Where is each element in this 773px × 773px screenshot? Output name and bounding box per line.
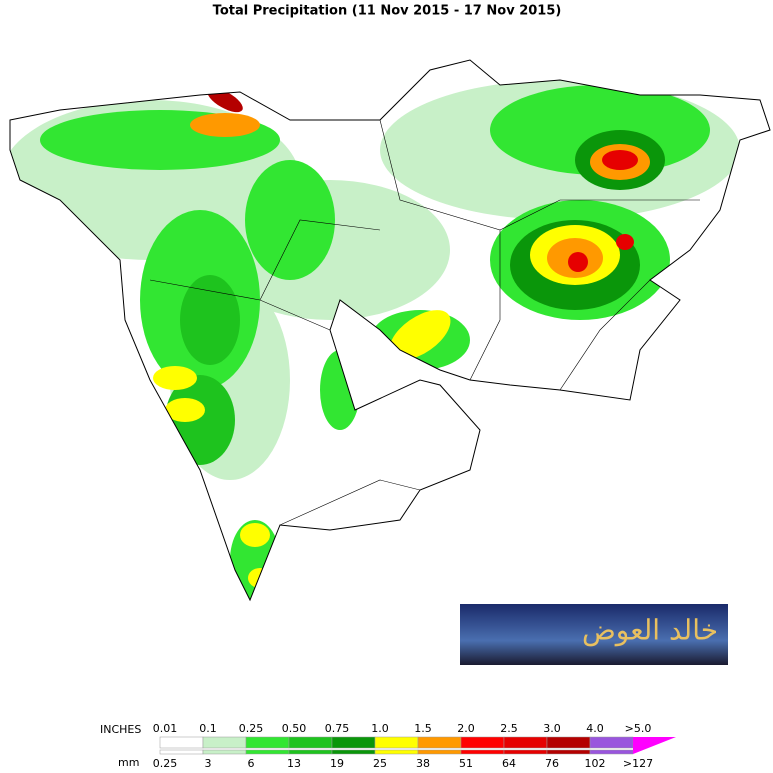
- legend-mm-value: 6: [248, 757, 255, 770]
- legend-inches-value: 3.0: [543, 722, 561, 735]
- legend-swatch: [245, 736, 290, 749]
- legend-swatch: [417, 736, 462, 749]
- legend-inches-value: 1.0: [371, 722, 389, 735]
- legend-swatch-lower: [417, 749, 462, 755]
- borders: [149, 119, 700, 526]
- logo: خالد العوض: [460, 604, 728, 665]
- logo-text: خالد العوض: [582, 614, 718, 647]
- map: [9, 59, 771, 602]
- title: Total Precipitation (11 Nov 2015 - 17 No…: [213, 4, 562, 19]
- legend-mm-value: 76: [545, 757, 559, 770]
- legend-swatch: [633, 737, 676, 754]
- legend-swatch-lower: [245, 749, 290, 755]
- legend-mm-value: 19: [330, 757, 344, 770]
- legend-swatch: [460, 736, 505, 749]
- logo-background: [460, 604, 728, 665]
- legend-mm-value: 0.25: [153, 757, 178, 770]
- legend-inches-value: 0.01: [153, 722, 178, 735]
- legend-mm-value: 25: [373, 757, 387, 770]
- legend-mm-value: 51: [459, 757, 473, 770]
- legend-swatch: [546, 736, 591, 749]
- legend-mm-value: 38: [416, 757, 430, 770]
- legend-inches-value: 0.25: [239, 722, 264, 735]
- legend-swatch-lower: [331, 749, 376, 755]
- legend-swatch-lower: [503, 749, 548, 755]
- legend-inches-value: 2.5: [500, 722, 518, 735]
- legend-swatch-lower: [159, 749, 204, 755]
- legend-mm-value: 102: [585, 757, 606, 770]
- legend-swatch-lower: [202, 749, 247, 755]
- legend-inches-label: INCHES: [100, 723, 141, 736]
- legend-swatch: [589, 736, 634, 749]
- legend-inches-value: 0.1: [199, 722, 217, 735]
- legend-inches-value: 4.0: [586, 722, 604, 735]
- legend-inches-value: 0.75: [325, 722, 350, 735]
- legend-swatch-lower: [589, 749, 634, 755]
- legend-inches-value: 0.50: [282, 722, 307, 735]
- legend-swatch-lower: [460, 749, 505, 755]
- legend-swatch: [159, 736, 204, 749]
- legend-swatch: [503, 736, 548, 749]
- legend-swatch: [202, 736, 247, 749]
- legend-mm-value: 3: [205, 757, 212, 770]
- precipitation: [10, 80, 740, 600]
- legend-swatch-lower: [288, 749, 333, 755]
- legend-swatch: [374, 736, 419, 749]
- legend-swatch: [331, 736, 376, 749]
- legend-mm-value: 64: [502, 757, 516, 770]
- legend-inches-value: 2.0: [457, 722, 475, 735]
- coastline: [9, 59, 771, 602]
- legend-swatch-lower: [546, 749, 591, 755]
- legend-inches-value: >5.0: [625, 722, 652, 735]
- legend-mm-value: >127: [623, 757, 653, 770]
- legend-mm-label: mm: [118, 756, 139, 769]
- legend-swatch: [288, 736, 333, 749]
- legend-inches-value: 1.5: [414, 722, 432, 735]
- legend: INCHES mm 0.01 0.1 0.25 0.50 0.75 1.0 1.5 2.0 2.…: [100, 722, 676, 770]
- legend-mm-value: 13: [287, 757, 301, 770]
- legend-swatch-lower: [374, 749, 419, 755]
